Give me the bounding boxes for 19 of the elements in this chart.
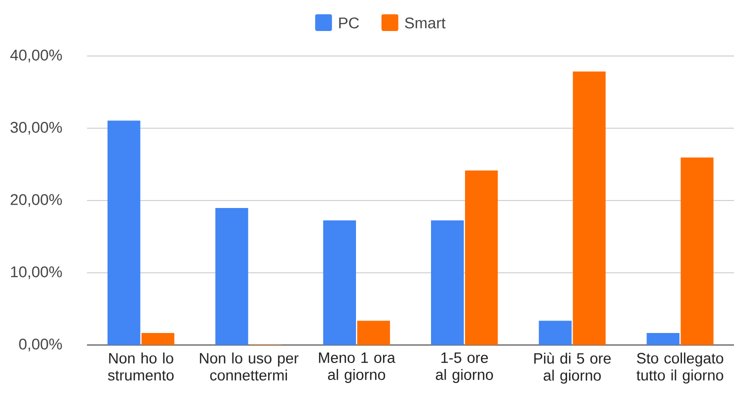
legend-label: PC	[339, 17, 359, 28]
bar	[646, 333, 680, 345]
y-tick-label: 30,00%	[10, 122, 62, 135]
legend-label: Smart	[404, 17, 446, 28]
x-tick-label: Meno 1 ora al giorno	[319, 352, 396, 383]
y-tick-label: 20,00%	[10, 194, 62, 207]
y-tick-label: 10,00%	[11, 266, 62, 280]
bar	[431, 220, 464, 345]
bar	[108, 120, 140, 345]
bar	[215, 208, 248, 345]
x-tick-label: 1-5 ore al giorno	[436, 352, 493, 383]
bar	[538, 320, 572, 345]
x-tick-label: Sto collegato tutto il giorno	[636, 352, 724, 384]
y-tick-label: 0,00%	[19, 338, 62, 352]
x-tick-label: Non ho lo strumento	[108, 352, 174, 381]
x-tick-label: Più di 5 ore al giorno	[534, 352, 611, 384]
bar	[323, 220, 356, 345]
x-tick-label: Non lo uso per connettermi	[200, 352, 298, 381]
y-tick-label: 40,00%	[10, 50, 62, 62]
